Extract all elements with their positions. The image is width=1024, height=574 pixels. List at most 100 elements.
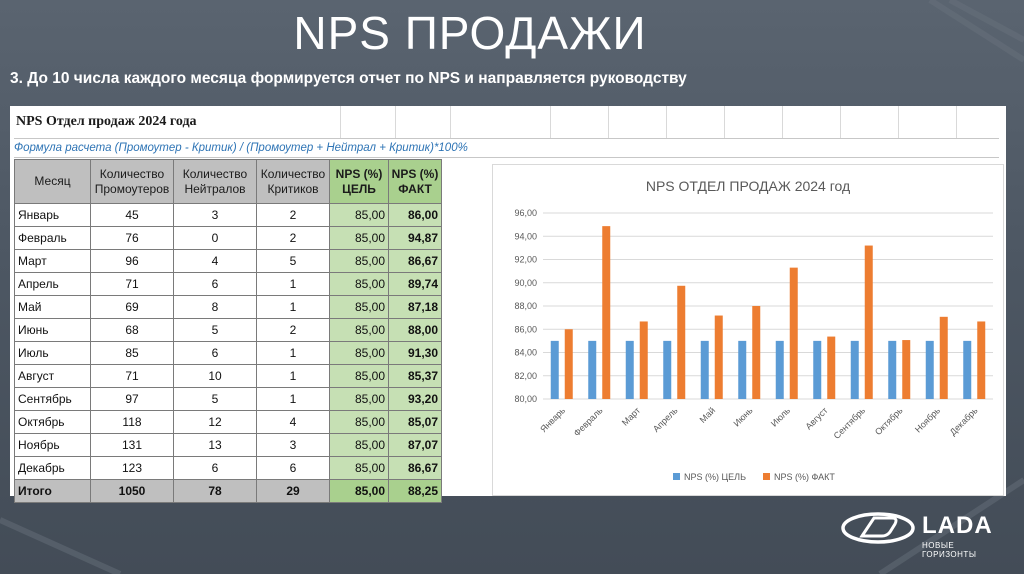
bar-goal xyxy=(663,340,672,399)
cell-promoters: 85 xyxy=(90,341,174,365)
cell-neutrals: 6 xyxy=(173,272,257,296)
cell-fact: 86,67 xyxy=(388,249,442,273)
cell-neutrals: 8 xyxy=(173,295,257,319)
cell-fact: 91,30 xyxy=(388,341,442,365)
legend-swatch xyxy=(673,473,680,480)
cell-promoters: 45 xyxy=(90,203,174,227)
cell-goal: 85,00 xyxy=(329,295,389,319)
cell-month: Ноябрь xyxy=(14,433,91,457)
total-fact: 88,25 xyxy=(388,479,442,503)
lada-emblem-icon xyxy=(841,512,915,544)
cell-goal: 85,00 xyxy=(329,364,389,388)
cell-fact: 85,07 xyxy=(388,410,442,434)
cell-promoters: 71 xyxy=(90,272,174,296)
cell-neutrals: 3 xyxy=(173,203,257,227)
table-row: Сентябрь 97 5 1 85,00 93,20 xyxy=(14,387,442,411)
nps-chart: NPS ОТДЕЛ ПРОДАЖ 2024 год 80,00 82,00 84,00… xyxy=(492,164,1004,496)
bar-fact xyxy=(939,316,948,399)
cell-neutrals: 10 xyxy=(173,364,257,388)
slide-subtitle: 3. До 10 числа каждого месяца формируетс… xyxy=(10,70,687,87)
x-tick-label: Март xyxy=(620,405,642,427)
bar-fact xyxy=(789,267,798,399)
x-tick-label: Май xyxy=(698,405,718,425)
header-nps-fact: NPS (%) ФАКТ xyxy=(388,159,442,204)
legend-label: NPS (%) ФАКТ xyxy=(774,472,835,482)
cell-promoters: 68 xyxy=(90,318,174,342)
bar-fact xyxy=(677,285,686,399)
cell-promoters: 76 xyxy=(90,226,174,250)
cell-neutrals: 4 xyxy=(173,249,257,273)
cell-fact: 85,37 xyxy=(388,364,442,388)
brand-name: LADA xyxy=(922,512,993,539)
cell-month: Август xyxy=(14,364,91,388)
cell-month: Апрель xyxy=(14,272,91,296)
cell-goal: 85,00 xyxy=(329,456,389,480)
y-tick-label: 94,00 xyxy=(514,231,537,241)
x-tick-label: Август xyxy=(803,405,829,431)
bar-fact xyxy=(902,340,911,399)
cell-fact: 86,00 xyxy=(388,203,442,227)
table-row: Октябрь 118 12 4 85,00 85,07 xyxy=(14,410,442,434)
x-tick-label: Октябрь xyxy=(873,405,905,437)
table-row: Июнь 68 5 2 85,00 88,00 xyxy=(14,318,442,342)
cell-fact: 87,07 xyxy=(388,433,442,457)
total-month: Итого xyxy=(14,479,91,503)
bar-goal xyxy=(550,340,559,399)
legend-label: NPS (%) ЦЕЛЬ xyxy=(684,472,746,482)
cell-goal: 85,00 xyxy=(329,272,389,296)
cell-goal: 85,00 xyxy=(329,318,389,342)
table-row: Ноябрь 131 13 3 85,00 87,07 xyxy=(14,433,442,457)
bar-goal xyxy=(813,340,822,399)
x-tick-label: Декабрь xyxy=(948,405,980,437)
cell-critics: 1 xyxy=(256,272,330,296)
table-header-row: Месяц Количество Промоутеров Количество Не… xyxy=(14,159,442,204)
table-row: Декабрь 123 6 6 85,00 86,67 xyxy=(14,456,442,480)
cell-neutrals: 13 xyxy=(173,433,257,457)
y-tick-label: 88,00 xyxy=(514,301,537,311)
cell-promoters: 123 xyxy=(90,456,174,480)
y-tick-label: 84,00 xyxy=(514,348,537,358)
cell-promoters: 97 xyxy=(90,387,174,411)
spreadsheet: NPS Отдел продаж 2024 года Формула расче… xyxy=(10,106,1006,503)
table-row: Август 71 10 1 85,00 85,37 xyxy=(14,364,442,388)
cell-fact: 88,00 xyxy=(388,318,442,342)
x-tick-label: Апрель xyxy=(651,405,680,434)
bar-fact xyxy=(752,306,761,399)
cell-fact: 86,67 xyxy=(388,456,442,480)
table-row: Апрель 71 6 1 85,00 89,74 xyxy=(14,272,442,296)
cell-month: Март xyxy=(14,249,91,273)
cell-goal: 85,00 xyxy=(329,249,389,273)
cell-fact: 87,18 xyxy=(388,295,442,319)
y-tick-label: 82,00 xyxy=(514,371,537,381)
cell-neutrals: 0 xyxy=(173,226,257,250)
bar-goal xyxy=(888,340,897,399)
cell-promoters: 69 xyxy=(90,295,174,319)
cell-month: Июнь xyxy=(14,318,91,342)
total-promoters: 1050 xyxy=(90,479,174,503)
x-tick-label: Сентябрь xyxy=(832,405,868,441)
cell-fact: 94,87 xyxy=(388,226,442,250)
header-promoters: Количество Промоутеров xyxy=(90,159,174,204)
x-tick-label: Ноябрь xyxy=(913,405,942,434)
total-neutrals: 78 xyxy=(173,479,257,503)
bar-goal xyxy=(738,340,747,399)
bar-fact xyxy=(564,329,573,399)
bar-goal xyxy=(588,340,597,399)
cell-goal: 85,00 xyxy=(329,341,389,365)
cell-promoters: 118 xyxy=(90,410,174,434)
cell-goal: 85,00 xyxy=(329,387,389,411)
cell-goal: 85,00 xyxy=(329,410,389,434)
cell-neutrals: 6 xyxy=(173,456,257,480)
cell-month: Июль xyxy=(14,341,91,365)
cell-critics: 1 xyxy=(256,364,330,388)
header-month: Месяц xyxy=(14,159,91,204)
cell-month: Январь xyxy=(14,203,91,227)
table-row: Май 69 8 1 85,00 87,18 xyxy=(14,295,442,319)
lada-logo: LADA НОВЫЕ ГОРИЗОНТЫ xyxy=(840,508,1010,559)
chart-title: NPS ОТДЕЛ ПРОДАЖ 2024 год xyxy=(646,178,850,194)
cell-critics: 4 xyxy=(256,410,330,434)
cell-promoters: 131 xyxy=(90,433,174,457)
cell-month: Февраль xyxy=(14,226,91,250)
cell-critics: 1 xyxy=(256,341,330,365)
cell-neutrals: 5 xyxy=(173,318,257,342)
